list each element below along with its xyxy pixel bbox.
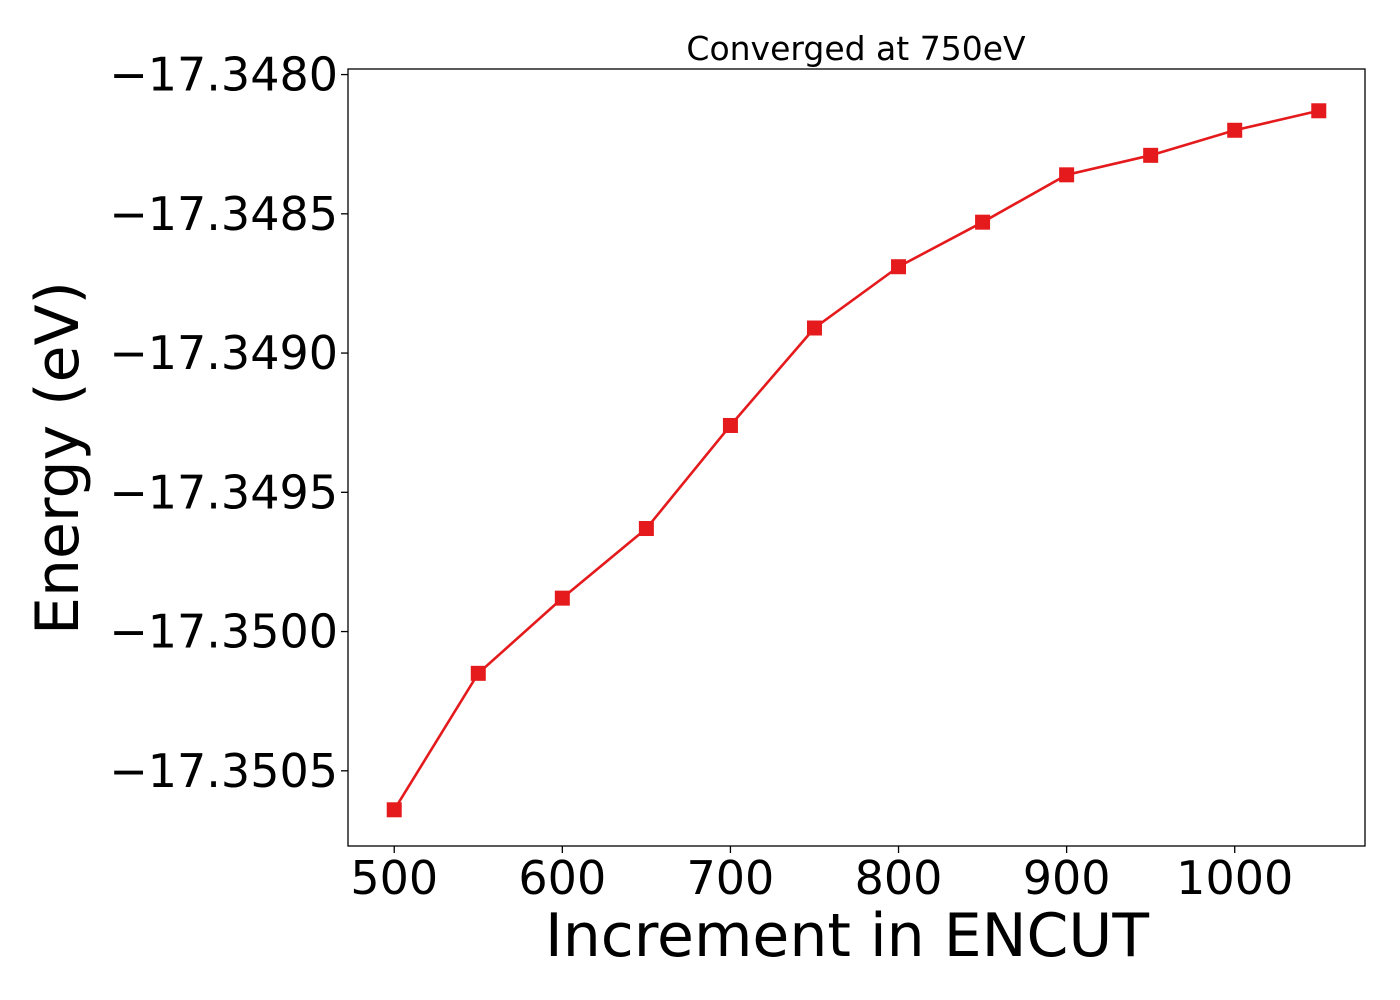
data-point-marker [638,521,654,537]
data-point-marker [470,665,486,681]
y-tick-label: −17.3490 [109,326,338,380]
y-axis: −17.3505 −17.3500 −17.3495 −17.3490 −17.3485… [109,48,348,798]
y-tick-label: −17.3480 [109,48,338,102]
x-tick-label: 500 [350,851,438,905]
data-point-marker [722,417,738,433]
x-tick-label: 600 [518,851,606,905]
chart-title: Converged at 750eV [686,29,1026,68]
data-point-marker [891,259,907,275]
series-line [393,109,1320,811]
series-layer [386,103,1327,818]
x-tick-label: 700 [687,851,775,905]
data-point-marker [1143,147,1159,163]
data-point-marker [386,802,402,818]
data-point-marker [1311,103,1327,119]
y-axis-label: Energy (eV) [23,281,93,635]
x-axis: 500 600 700 800 900 1000 [350,846,1293,905]
y-tick-label: −17.3495 [109,465,338,519]
x-tick-label: 800 [855,851,943,905]
data-point-marker [806,320,822,336]
x-axis-label: Increment in ENCUT [545,901,1149,971]
plot-frame [347,68,1366,847]
y-tick-label: −17.3500 [109,605,338,659]
data-point-marker [1059,167,1075,183]
data-point-marker [1227,122,1243,138]
data-point-marker [554,590,570,606]
data-point-marker [975,214,991,230]
y-tick-label: −17.3485 [109,187,338,241]
x-tick-label: 900 [1023,851,1111,905]
x-tick-label: 1000 [1176,851,1293,905]
y-tick-label: −17.3505 [109,744,338,798]
